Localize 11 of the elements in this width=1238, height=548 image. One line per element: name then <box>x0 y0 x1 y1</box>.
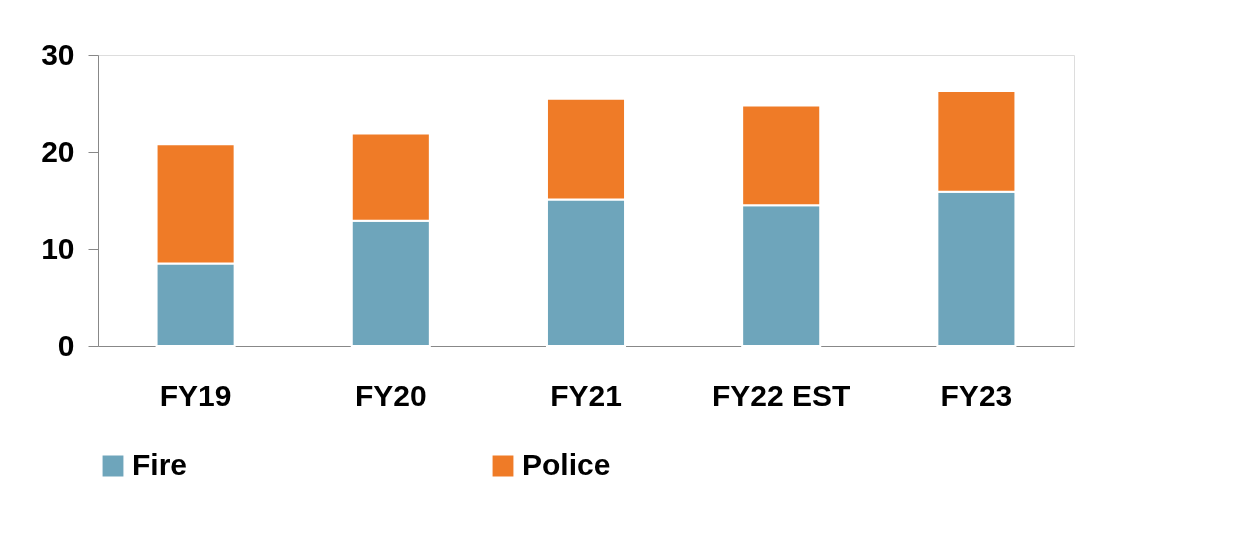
legend-label: Fire <box>132 448 188 481</box>
x-tick-label: FY23 <box>940 378 1013 412</box>
x-tick-label: FY19 <box>159 378 232 412</box>
x-tick-label: FY22 EST <box>712 378 851 412</box>
y-tick-label: 0 <box>57 328 75 362</box>
x-tick-label: FY21 <box>550 378 622 412</box>
legend-label: Police <box>522 448 611 481</box>
x-tick-label: FY20 <box>354 378 427 412</box>
y-tick-label: 10 <box>41 231 75 265</box>
y-tick-label: 20 <box>41 134 75 168</box>
y-tick-label: 30 <box>41 37 75 71</box>
